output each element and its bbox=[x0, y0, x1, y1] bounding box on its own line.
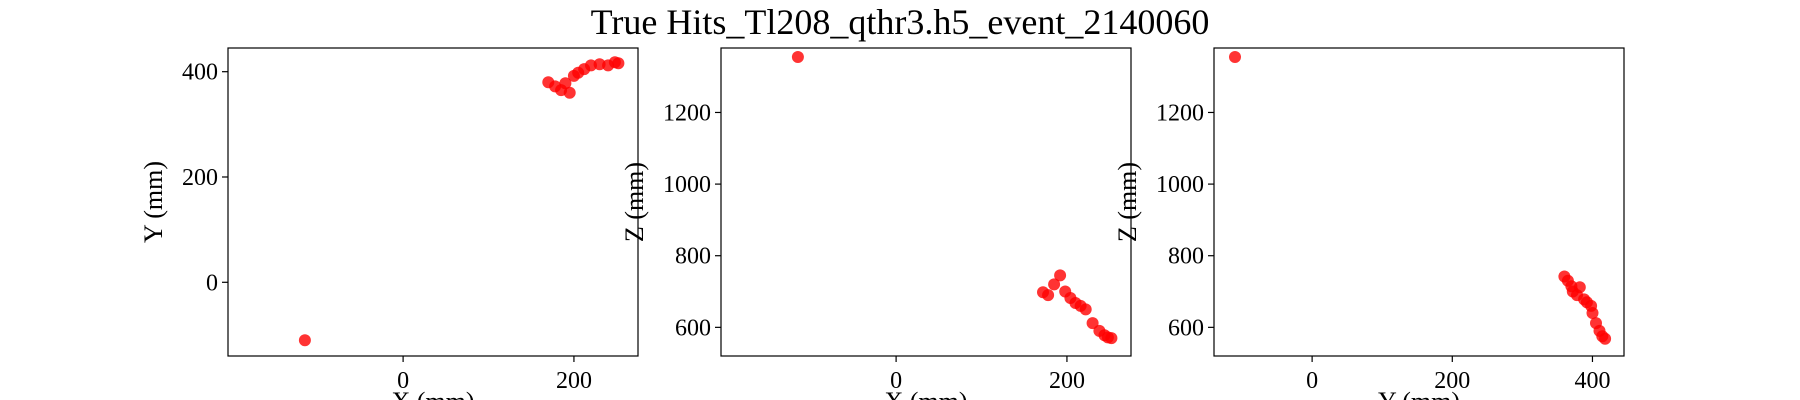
data-point bbox=[1105, 332, 1118, 345]
y-tick-label: 1200 bbox=[663, 100, 711, 126]
y-tick-label: 1000 bbox=[663, 172, 711, 198]
x-axis-label: Y (mm) bbox=[1378, 387, 1460, 400]
data-point bbox=[1599, 332, 1612, 345]
x-tick-label: 0 bbox=[1306, 368, 1318, 394]
x-tick-label: 400 bbox=[1574, 368, 1610, 394]
y-tick-label: 600 bbox=[1168, 315, 1204, 341]
data-point bbox=[1229, 51, 1241, 63]
y-tick-label: 0 bbox=[206, 270, 218, 296]
chart-title: True Hits_Tl208_qthr3.h5_event_2140060 bbox=[591, 2, 1210, 42]
x-tick-label: 200 bbox=[556, 368, 592, 394]
data-point bbox=[1573, 281, 1586, 294]
plot-frame bbox=[1213, 47, 1625, 357]
x-tick-label: 200 bbox=[1434, 368, 1470, 394]
data-point bbox=[1586, 307, 1599, 319]
y-tick-label: 200 bbox=[182, 165, 218, 191]
panel-yz: 0 200 400 600 800 1000 1200 Z (mm) Y (mm) bbox=[1113, 47, 1625, 400]
series-points bbox=[298, 56, 625, 347]
y-tick-label: 400 bbox=[182, 60, 218, 86]
y-tick-label: 1000 bbox=[1156, 172, 1204, 198]
x-axis-label: X (mm) bbox=[884, 387, 967, 400]
x-tick-label: 200 bbox=[1049, 368, 1085, 394]
y-axis-label: Z (mm) bbox=[620, 162, 649, 242]
data-point bbox=[1054, 269, 1067, 282]
data-point bbox=[791, 51, 804, 63]
data-point bbox=[563, 86, 576, 99]
data-point bbox=[612, 57, 625, 70]
data-point bbox=[1048, 278, 1061, 291]
y-tick-label: 800 bbox=[675, 244, 711, 270]
x-axis-label: X (mm) bbox=[391, 387, 474, 400]
panel-xz: 0 200 600 800 1000 1200 Z (mm) X (mm) bbox=[620, 47, 1132, 400]
data-point bbox=[1079, 303, 1092, 316]
y-tick-label: 800 bbox=[1168, 244, 1204, 270]
data-point bbox=[1086, 317, 1099, 330]
data-point bbox=[1042, 289, 1055, 302]
x-tick-label: 0 bbox=[890, 368, 902, 394]
plot-frame bbox=[720, 47, 1132, 357]
series-points bbox=[791, 51, 1118, 345]
y-axis-label: Z (mm) bbox=[1113, 162, 1142, 242]
y-axis-label: Y (mm) bbox=[139, 161, 168, 243]
y-tick-label: 1200 bbox=[1156, 100, 1204, 126]
y-tick-label: 600 bbox=[675, 315, 711, 341]
plot-frame bbox=[227, 47, 639, 357]
series-points bbox=[1229, 51, 1612, 345]
data-point bbox=[298, 334, 311, 347]
x-tick-label: 0 bbox=[397, 368, 409, 394]
panel-xy: 0 200 0 200 400 Y (mm) X (mm) bbox=[139, 47, 639, 400]
data-point bbox=[559, 77, 572, 90]
